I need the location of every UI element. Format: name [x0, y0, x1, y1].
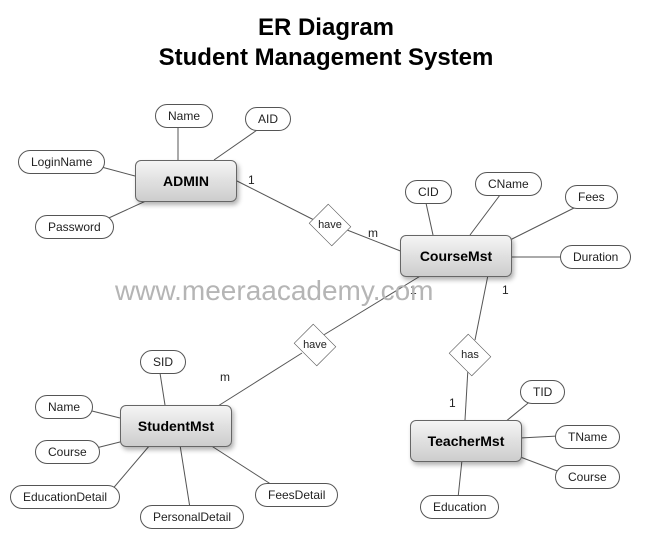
attr-teacher-course: Course [555, 465, 620, 489]
attr-teacher-education: Education [420, 495, 499, 519]
relationship-have-2: have [290, 320, 340, 370]
diagram-title-1: ER Diagram [0, 14, 652, 42]
relationship-have-1: have [305, 200, 355, 250]
watermark-text: www.meeraacademy.com [115, 275, 433, 307]
er-diagram-canvas: ER Diagram Student Management System ADM… [0, 0, 652, 539]
diagram-title-2: Student Management System [0, 44, 652, 72]
cardinality: 1 [248, 173, 255, 187]
entity-admin: ADMIN [135, 160, 237, 202]
entity-teachermst: TeacherMst [410, 420, 522, 462]
cardinality: m [368, 226, 378, 240]
attr-admin-password: Password [35, 215, 114, 239]
attr-teacher-tname: TName [555, 425, 620, 449]
cardinality: m [220, 370, 230, 384]
cardinality: 1 [502, 283, 509, 297]
attr-admin-loginname: LoginName [18, 150, 105, 174]
entity-studentmst: StudentMst [120, 405, 232, 447]
attr-student-fees: FeesDetail [255, 483, 338, 507]
attr-course-cid: CID [405, 180, 452, 204]
entity-coursemst: CourseMst [400, 235, 512, 277]
cardinality: 1 [449, 396, 456, 410]
attr-admin-aid: AID [245, 107, 291, 131]
attr-student-edu: EducationDetail [10, 485, 120, 509]
attr-course-duration: Duration [560, 245, 631, 269]
relationship-has: has [445, 330, 495, 380]
attr-course-fees: Fees [565, 185, 618, 209]
attr-student-name: Name [35, 395, 93, 419]
attr-admin-name: Name [155, 104, 213, 128]
attr-student-personal: PersonalDetail [140, 505, 244, 529]
attr-student-sid: SID [140, 350, 186, 374]
attr-teacher-tid: TID [520, 380, 565, 404]
cardinality: 1 [410, 283, 417, 297]
attr-course-cname: CName [475, 172, 542, 196]
attr-student-course: Course [35, 440, 100, 464]
